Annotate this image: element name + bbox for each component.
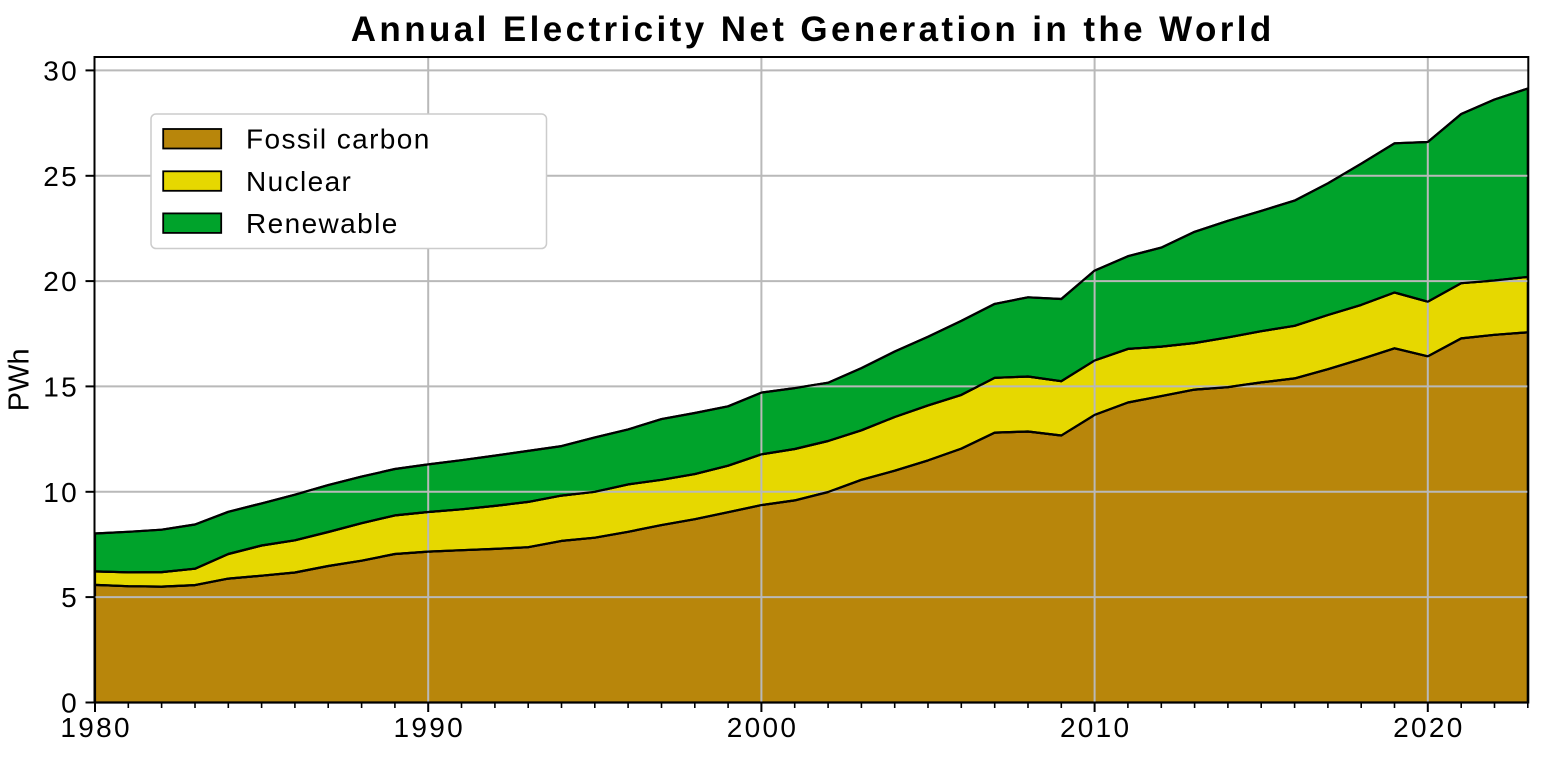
svg-text:10: 10 xyxy=(43,477,79,508)
svg-text:2010: 2010 xyxy=(1060,712,1132,743)
svg-text:2000: 2000 xyxy=(727,712,799,743)
svg-text:5: 5 xyxy=(61,582,79,613)
svg-text:Renewable: Renewable xyxy=(246,208,399,239)
svg-text:30: 30 xyxy=(43,55,79,86)
svg-text:Annual Electricity Net Generat: Annual Electricity Net Generation in the… xyxy=(351,10,1275,49)
svg-text:1990: 1990 xyxy=(394,712,466,743)
svg-text:0: 0 xyxy=(61,688,79,719)
svg-text:2020: 2020 xyxy=(1393,712,1465,743)
svg-text:Nuclear: Nuclear xyxy=(246,166,352,197)
svg-text:PWh: PWh xyxy=(4,348,36,411)
svg-text:15: 15 xyxy=(43,371,79,402)
svg-text:Fossil carbon: Fossil carbon xyxy=(246,124,431,155)
svg-text:1980: 1980 xyxy=(60,712,132,743)
svg-text:25: 25 xyxy=(43,161,79,192)
svg-text:20: 20 xyxy=(43,266,79,297)
